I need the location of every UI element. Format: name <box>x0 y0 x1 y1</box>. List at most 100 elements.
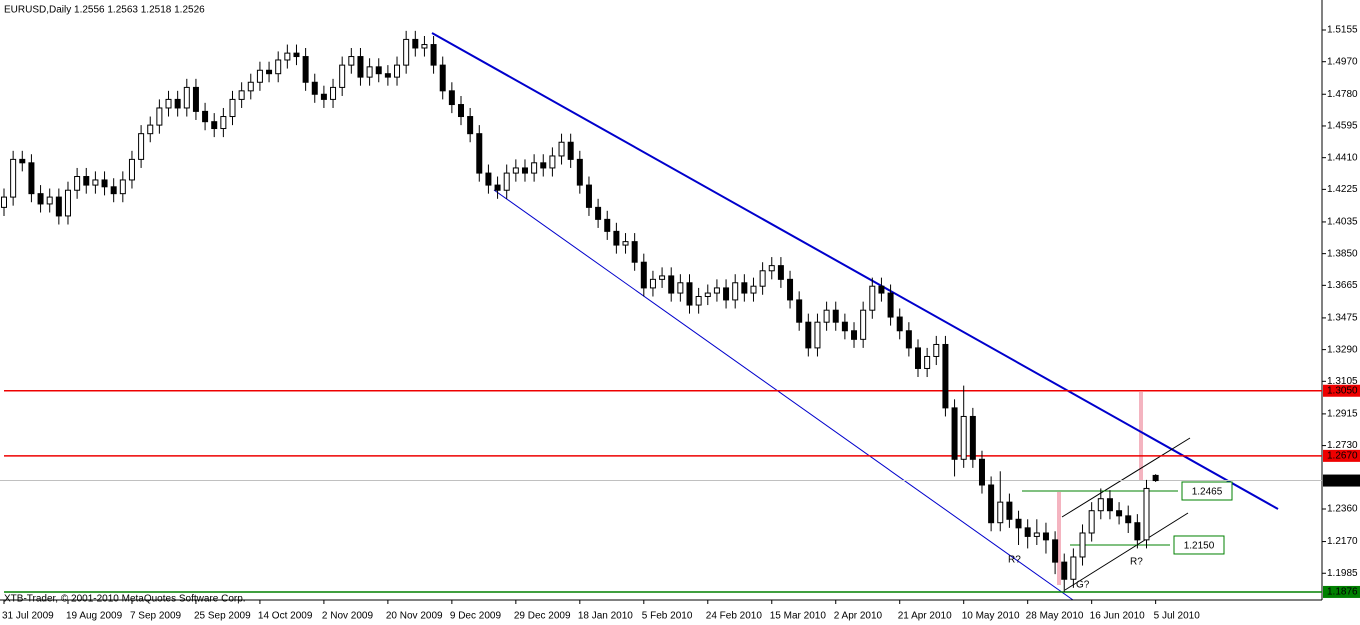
candle-body <box>55 196 62 217</box>
candle-body <box>732 282 739 301</box>
candle-body <box>275 59 282 75</box>
y-tick-label: 1.4970 <box>1327 56 1358 67</box>
level-price-label: 1.3050 <box>1327 385 1358 396</box>
x-tick-label: 5 Jul 2010 <box>1154 611 1201 622</box>
candle-body <box>951 407 958 460</box>
x-tick-label: 19 Aug 2009 <box>66 611 123 622</box>
candle-body <box>759 270 766 287</box>
level-price-label: 1.2670 <box>1327 451 1358 462</box>
candle-body <box>1042 532 1049 541</box>
candle-body <box>302 56 309 83</box>
candle-body <box>1033 532 1040 537</box>
channel-line <box>1061 437 1191 518</box>
candle-body <box>128 158 135 181</box>
candle-body <box>942 343 949 409</box>
candle-body <box>585 184 592 208</box>
candle-body <box>366 66 373 78</box>
candle-body <box>192 86 199 112</box>
candle-body <box>1097 498 1104 512</box>
current-price-label: 1.2526 <box>1327 475 1358 486</box>
annotation: R? <box>1130 557 1143 568</box>
candle-body <box>1079 532 1086 558</box>
candle-body <box>969 415 976 460</box>
drawings <box>431 32 1279 601</box>
candle-body <box>869 285 876 311</box>
candle-body <box>430 44 437 66</box>
candle-body <box>521 167 528 174</box>
candle-body <box>723 287 730 301</box>
y-tick-label: 1.4595 <box>1327 121 1358 132</box>
x-tick-label: 2 Apr 2010 <box>834 611 883 622</box>
pink-marker <box>1057 492 1061 585</box>
candle-body <box>46 196 53 205</box>
candle-body <box>266 69 273 75</box>
candle-body <box>156 107 163 126</box>
y-tick-label: 1.1985 <box>1327 568 1358 579</box>
candle-body <box>183 86 190 109</box>
candle-body <box>348 56 355 66</box>
candle-body <box>796 299 803 323</box>
candle-body <box>421 44 428 49</box>
x-tick-label: 2 Nov 2009 <box>322 611 374 622</box>
level-price-box <box>1323 449 1360 462</box>
candle-body <box>622 241 629 246</box>
candle-body <box>933 343 940 357</box>
candle-body <box>640 261 647 289</box>
y-tick-label: 1.4225 <box>1327 184 1358 195</box>
pink-marker <box>1139 392 1143 480</box>
candle-body <box>512 167 519 174</box>
y-tick-label: 1.3665 <box>1327 280 1358 291</box>
candle-body <box>476 133 483 174</box>
x-tick-label: 20 Nov 2009 <box>386 611 443 622</box>
candle-body <box>531 162 538 174</box>
box-level-label: 1.2150 <box>1184 541 1215 552</box>
annotation: G? <box>1076 580 1090 591</box>
candle-body <box>558 141 565 157</box>
candle-body <box>19 158 26 164</box>
candle-body <box>805 321 812 349</box>
candle-body <box>1061 561 1068 580</box>
candle-body <box>485 172 492 186</box>
y-tick-label: 1.2915 <box>1327 409 1358 420</box>
y-tick-label: 1.2360 <box>1327 504 1358 515</box>
candle-body <box>37 193 44 205</box>
candle-body <box>540 162 547 169</box>
candle-body <box>613 230 620 246</box>
candle-body <box>841 321 848 332</box>
candle-body <box>1152 474 1159 482</box>
candle-body <box>375 66 382 75</box>
x-tick-label: 15 Mar 2010 <box>770 611 827 622</box>
candle-body <box>247 81 254 92</box>
candle-body <box>1116 510 1123 517</box>
candle-body <box>567 141 574 160</box>
candle-body <box>339 64 346 88</box>
candle-body <box>1015 518 1022 529</box>
y-tick-label: 1.3290 <box>1327 344 1358 355</box>
candle-body <box>668 275 675 294</box>
candle-body <box>28 162 35 195</box>
candle-body <box>503 172 510 191</box>
candle-body <box>467 116 474 135</box>
candle-body <box>1070 556 1077 580</box>
x-tick-label: 10 May 2010 <box>962 611 1020 622</box>
x-tick-label: 16 Jun 2010 <box>1090 611 1145 622</box>
candle-body <box>1024 527 1031 537</box>
candle-body <box>1106 498 1113 512</box>
box-level-label: 1.2465 <box>1192 487 1223 498</box>
x-tick-label: 24 Feb 2010 <box>706 611 763 622</box>
x-tick-label: 21 Apr 2010 <box>898 611 952 622</box>
x-tick-label: 7 Sep 2009 <box>130 611 182 622</box>
candle-body <box>256 69 263 83</box>
candle-body <box>1 196 7 208</box>
candle-body <box>704 292 711 297</box>
candle-body <box>147 124 154 135</box>
current-price-box <box>1323 474 1360 487</box>
candle-body <box>741 282 748 294</box>
candle-body <box>74 176 81 191</box>
candle-body <box>64 189 71 217</box>
candle-body <box>110 186 117 195</box>
y-tick-label: 1.5155 <box>1327 25 1358 36</box>
candle-body <box>659 275 666 280</box>
candle-body <box>119 179 126 195</box>
